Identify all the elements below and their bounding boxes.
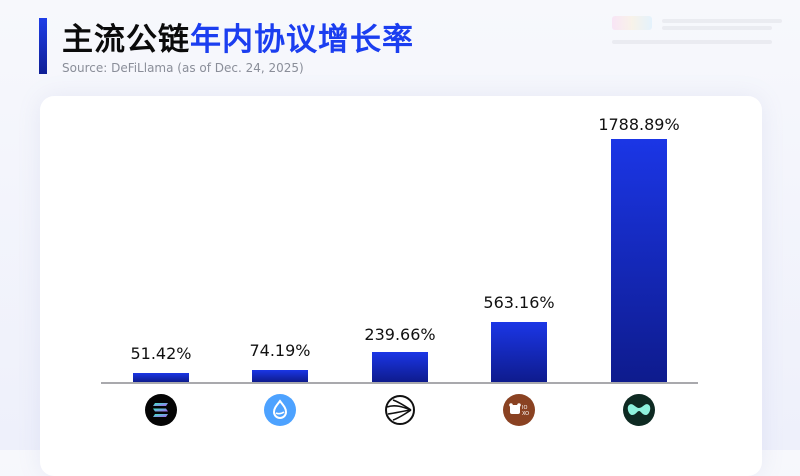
svg-text:IO: IO (522, 405, 527, 411)
bar-sui (252, 370, 308, 382)
sui-icon (264, 394, 296, 426)
bar-berachain (491, 322, 547, 382)
berachain-icon: IO XO (503, 394, 535, 426)
bar-hyperliquid (611, 139, 667, 382)
hyperliquid-icon (623, 394, 655, 426)
bar-chain-c (372, 352, 428, 382)
title-black-part: 主流公链 (62, 22, 190, 58)
title-blue-part: 年内协议增长率 (190, 22, 414, 58)
watermark-line (662, 19, 782, 23)
chain-c-icon (384, 394, 416, 426)
watermark-line (662, 26, 772, 30)
bar-value-label: 51.42% (130, 344, 192, 363)
x-axis-baseline (101, 382, 698, 384)
watermark-line (612, 40, 772, 44)
bar-value-label: 74.19% (249, 341, 311, 360)
page-title: 主流公链年内协议增长率 (62, 20, 414, 60)
bar-value-label: 239.66% (364, 325, 436, 344)
bar-solana (133, 373, 189, 382)
bar-value-label: 563.16% (483, 293, 555, 312)
solana-icon (145, 394, 177, 426)
svg-text:XO: XO (522, 411, 529, 417)
watermark-logo-icon (612, 16, 652, 30)
watermark-logo (612, 16, 792, 56)
bar-value-label: 1788.89% (598, 115, 680, 134)
source-note: Source: DeFiLlama (as of Dec. 24, 2025) (62, 61, 304, 75)
title-accent-bar (39, 18, 47, 74)
